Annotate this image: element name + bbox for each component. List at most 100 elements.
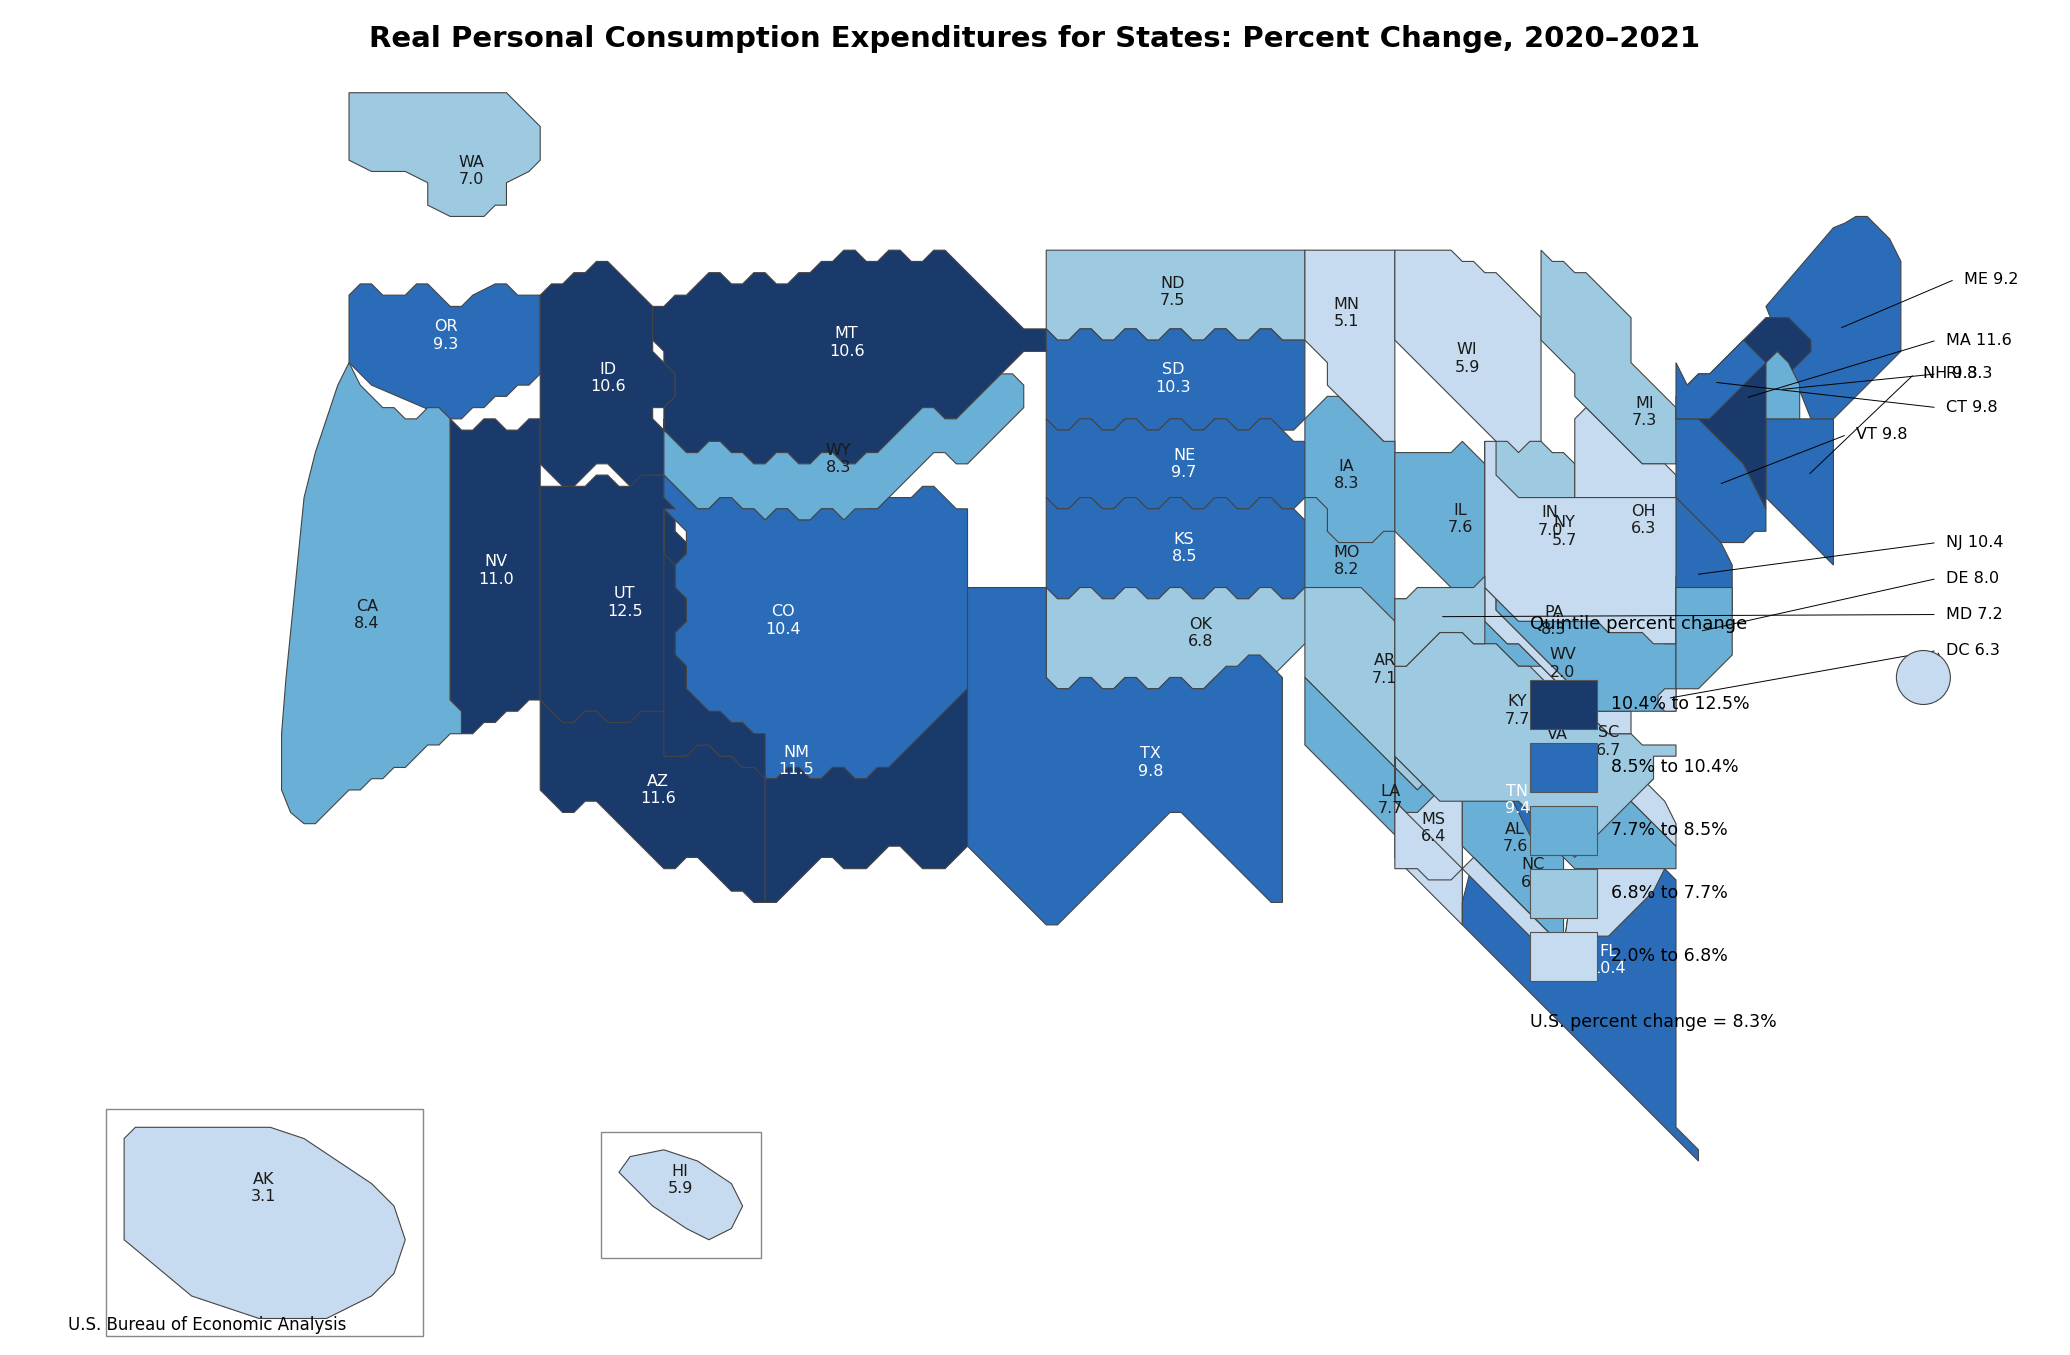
Polygon shape	[1304, 497, 1395, 667]
Polygon shape	[1677, 317, 1811, 509]
Polygon shape	[1395, 599, 1654, 858]
Polygon shape	[664, 374, 1025, 520]
Text: MS
6.4: MS 6.4	[1420, 812, 1447, 844]
Polygon shape	[652, 251, 1045, 463]
Text: 6.8% to 7.7%: 6.8% to 7.7%	[1610, 885, 1728, 902]
Polygon shape	[1395, 251, 1540, 463]
Polygon shape	[1540, 251, 1677, 463]
Polygon shape	[350, 285, 540, 419]
Text: HI
5.9: HI 5.9	[667, 1164, 693, 1196]
Text: WV
2.0: WV 2.0	[1548, 648, 1575, 680]
Text: DE 8.0: DE 8.0	[1946, 570, 2000, 587]
Polygon shape	[1304, 397, 1395, 554]
Text: VT 9.8: VT 9.8	[1857, 427, 1906, 442]
Bar	[1530, 680, 1598, 729]
Text: SC
6.7: SC 6.7	[1596, 725, 1621, 757]
Text: CA
8.4: CA 8.4	[354, 599, 379, 631]
Circle shape	[1896, 650, 1950, 705]
Polygon shape	[1677, 340, 1766, 419]
Text: 10.4% to 12.5%: 10.4% to 12.5%	[1610, 695, 1749, 714]
Text: U.S. percent change = 8.3%: U.S. percent change = 8.3%	[1530, 1012, 1776, 1031]
Polygon shape	[1304, 678, 1461, 902]
Text: IA
8.3: IA 8.3	[1333, 459, 1360, 492]
Bar	[1530, 806, 1598, 855]
Text: NY
5.7: NY 5.7	[1550, 515, 1577, 547]
Polygon shape	[1677, 419, 1766, 542]
Text: WA
7.0: WA 7.0	[457, 154, 484, 187]
Text: PA
8.3: PA 8.3	[1540, 604, 1567, 637]
Text: AL
7.6: AL 7.6	[1503, 821, 1528, 854]
Polygon shape	[451, 419, 540, 733]
Text: AZ
11.6: AZ 11.6	[640, 774, 675, 806]
Text: MO
8.2: MO 8.2	[1333, 545, 1360, 577]
Text: KY
7.7: KY 7.7	[1505, 694, 1530, 726]
Text: AR
7.1: AR 7.1	[1372, 653, 1397, 686]
Polygon shape	[1484, 442, 1575, 633]
Bar	[1530, 869, 1598, 919]
Bar	[1530, 932, 1598, 981]
Polygon shape	[282, 363, 462, 824]
Text: MT
10.6: MT 10.6	[828, 327, 865, 359]
Polygon shape	[1395, 756, 1664, 958]
Polygon shape	[540, 476, 687, 756]
Polygon shape	[1045, 251, 1304, 340]
Polygon shape	[1045, 419, 1327, 509]
Polygon shape	[1766, 217, 1900, 419]
Text: GA
8.4: GA 8.4	[1559, 749, 1584, 782]
Polygon shape	[1766, 419, 1834, 565]
Text: CT 9.8: CT 9.8	[1946, 400, 1998, 415]
Polygon shape	[664, 509, 967, 902]
Text: ND
7.5: ND 7.5	[1161, 275, 1186, 308]
Polygon shape	[1304, 588, 1451, 790]
Polygon shape	[1395, 633, 1677, 858]
Text: UT
12.5: UT 12.5	[607, 587, 642, 619]
Text: U.S. Bureau of Economic Analysis: U.S. Bureau of Economic Analysis	[68, 1316, 346, 1335]
Text: ME 9.2: ME 9.2	[1964, 272, 2018, 287]
Text: LA
7.7: LA 7.7	[1379, 783, 1403, 816]
Polygon shape	[1395, 442, 1484, 622]
Polygon shape	[1461, 745, 1563, 947]
Text: SD
10.3: SD 10.3	[1155, 363, 1190, 394]
Text: NE
9.7: NE 9.7	[1172, 449, 1196, 480]
Polygon shape	[1461, 858, 1699, 1161]
Text: WY
8.3: WY 8.3	[826, 443, 851, 476]
Text: MI
7.3: MI 7.3	[1631, 396, 1658, 428]
Polygon shape	[1484, 554, 1631, 733]
Polygon shape	[1519, 667, 1677, 846]
Polygon shape	[1045, 497, 1327, 599]
Polygon shape	[1484, 442, 1720, 644]
Polygon shape	[1575, 408, 1677, 633]
Polygon shape	[1395, 756, 1461, 925]
Polygon shape	[1461, 644, 1677, 869]
Text: VA
7.2: VA 7.2	[1544, 726, 1571, 759]
Polygon shape	[619, 1150, 743, 1240]
Polygon shape	[1766, 351, 1799, 419]
Polygon shape	[540, 701, 766, 902]
Text: KS
8.5: KS 8.5	[1172, 533, 1196, 564]
Polygon shape	[1395, 576, 1484, 667]
Polygon shape	[1395, 667, 1654, 869]
Polygon shape	[664, 476, 967, 779]
Text: 8.5% to 10.4%: 8.5% to 10.4%	[1610, 759, 1739, 776]
Text: OH
6.3: OH 6.3	[1631, 504, 1656, 537]
Bar	[600, 1131, 760, 1257]
Text: IN
7.0: IN 7.0	[1538, 505, 1563, 538]
Bar	[106, 1110, 422, 1336]
Text: NH 9.3: NH 9.3	[1923, 366, 1979, 381]
Text: AK
3.1: AK 3.1	[250, 1172, 275, 1205]
Polygon shape	[1484, 442, 1677, 711]
Polygon shape	[350, 92, 540, 217]
Text: Real Personal Consumption Expenditures for States: Percent Change, 2020–2021: Real Personal Consumption Expenditures f…	[368, 26, 1702, 53]
Polygon shape	[124, 1127, 406, 1318]
Text: IL
7.6: IL 7.6	[1447, 503, 1472, 535]
Text: 7.7% to 8.5%: 7.7% to 8.5%	[1610, 821, 1728, 840]
Text: NJ 10.4: NJ 10.4	[1946, 535, 2004, 550]
Polygon shape	[540, 262, 675, 486]
Text: NC
6.6: NC 6.6	[1521, 858, 1546, 889]
Text: MN
5.1: MN 5.1	[1333, 297, 1360, 329]
Bar	[1530, 743, 1598, 793]
Text: RI 8.3: RI 8.3	[1946, 366, 1991, 381]
Text: ID
10.6: ID 10.6	[590, 362, 627, 394]
Polygon shape	[1677, 588, 1733, 688]
Text: NV
11.0: NV 11.0	[478, 554, 513, 587]
